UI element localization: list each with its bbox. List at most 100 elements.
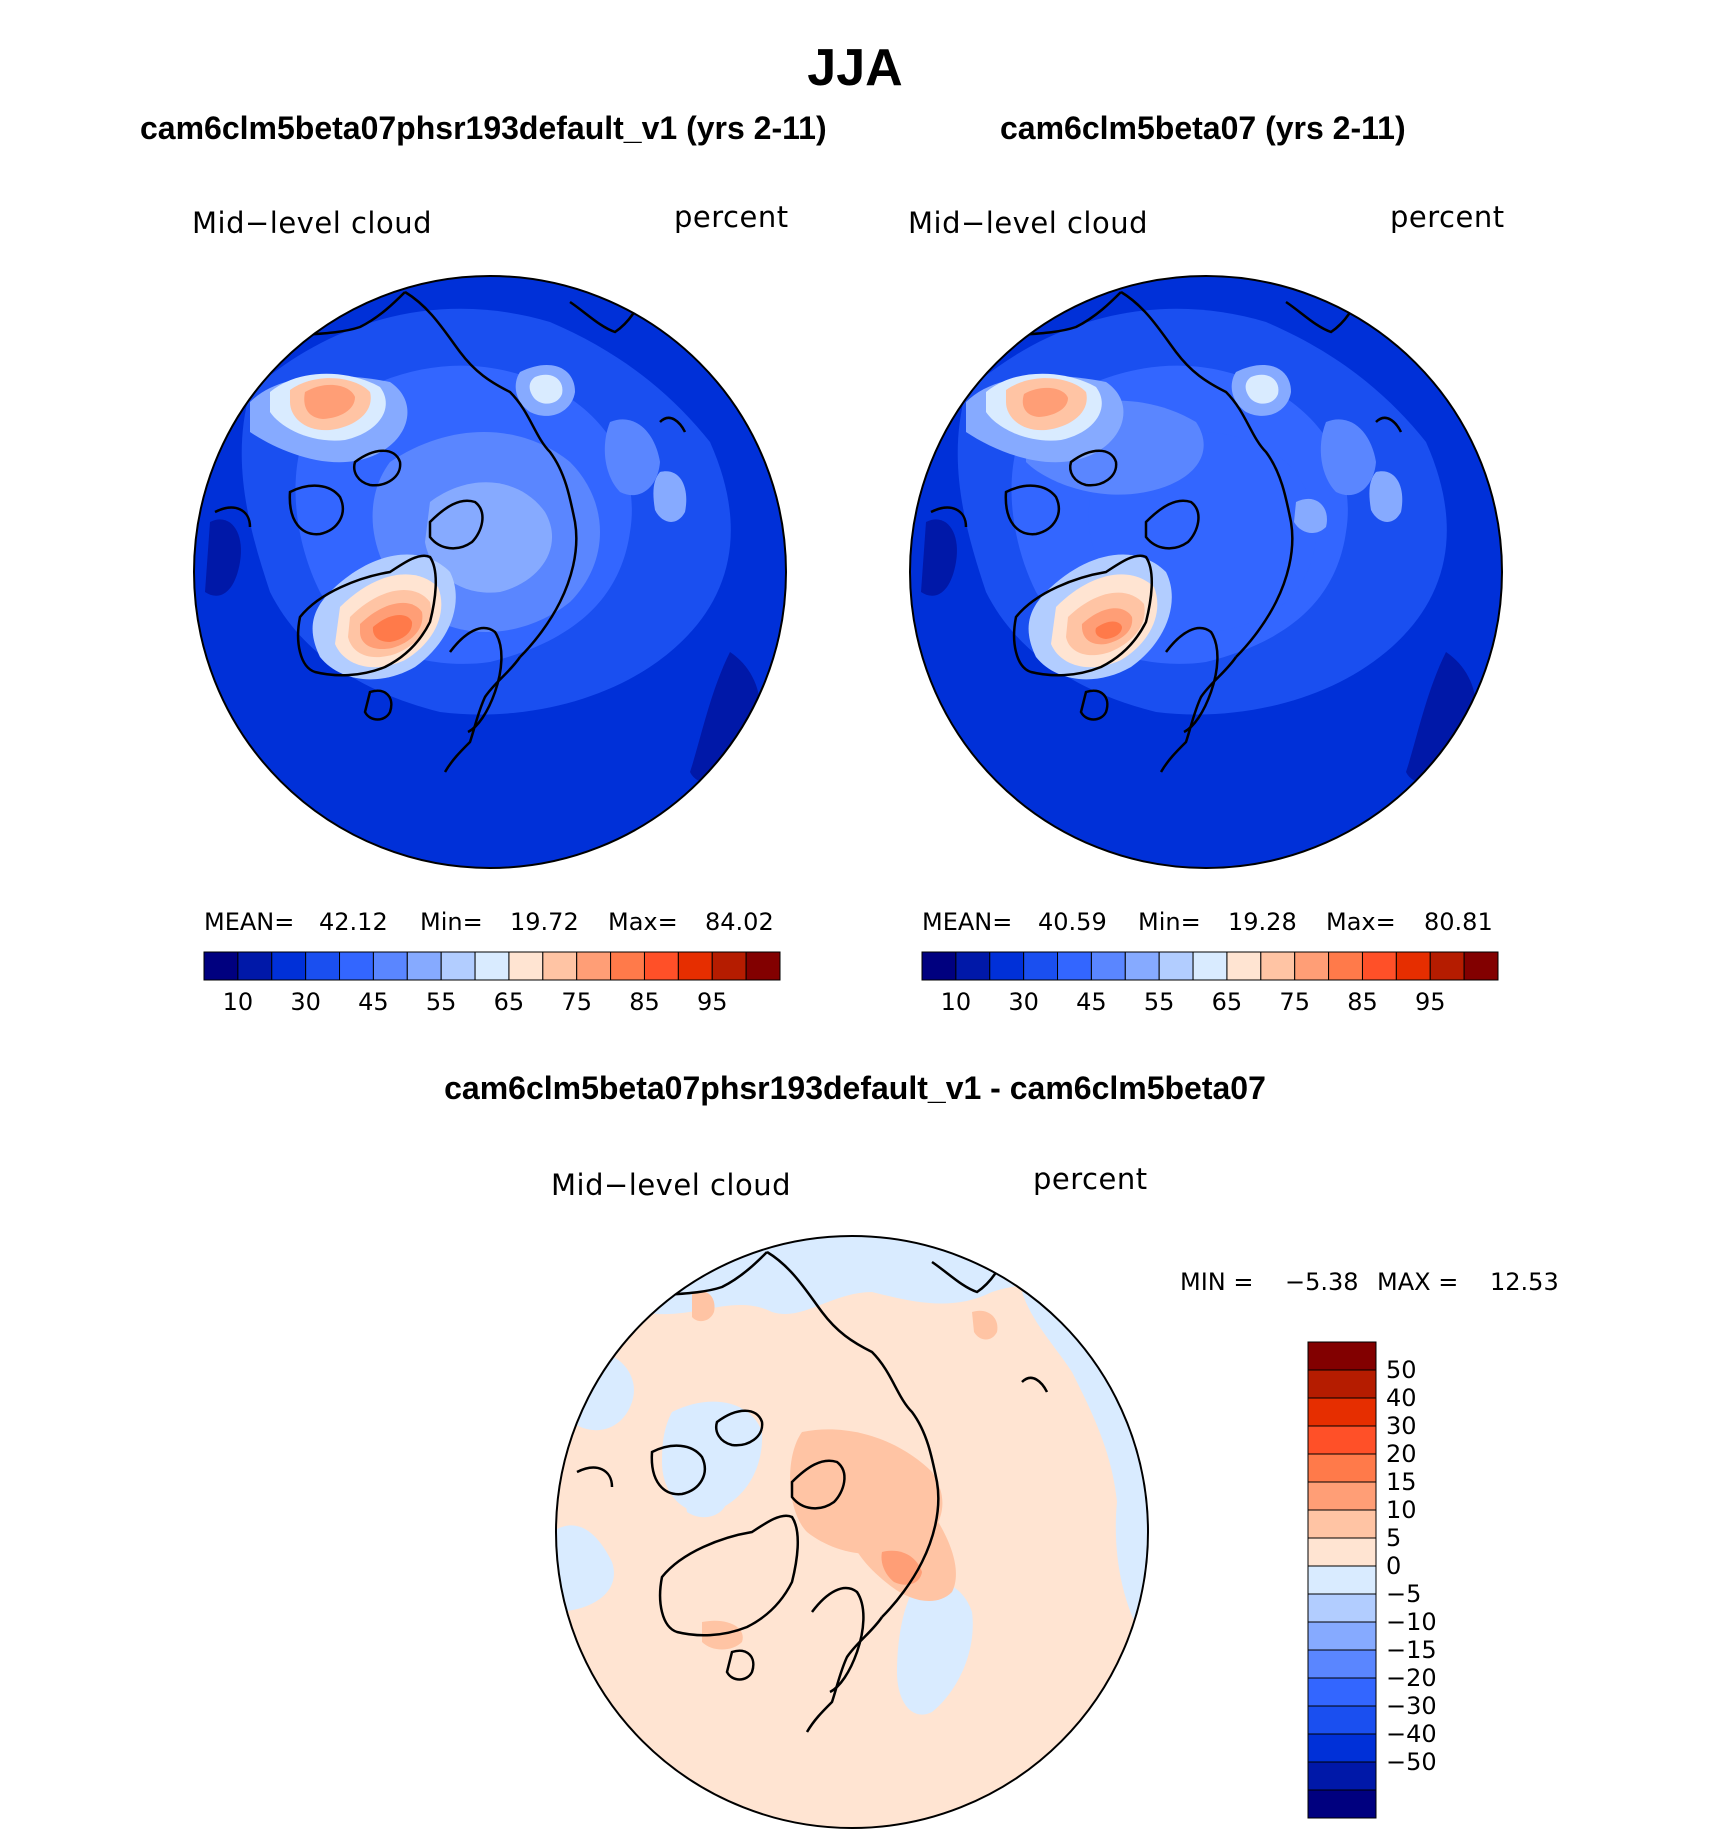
colorbar-tick-label: 10 xyxy=(941,988,972,1016)
colorbar-swatch xyxy=(1294,951,1330,981)
colorbar-swatch xyxy=(237,951,273,981)
colorbar-swatch xyxy=(643,951,679,981)
colorbar-swatch xyxy=(1307,1593,1377,1623)
colorbar-swatch xyxy=(1307,1341,1377,1371)
colorbar-swatch xyxy=(1361,951,1397,981)
colorbar-swatch xyxy=(203,951,239,981)
colorbar-tick-label: 30 xyxy=(1386,1412,1417,1440)
colorbar-swatch xyxy=(440,951,476,981)
colorbar-swatch xyxy=(1307,1453,1377,1483)
colorbar-swatch xyxy=(576,951,612,981)
colorbar-swatch xyxy=(271,951,307,981)
colorbar-tick-label: −50 xyxy=(1386,1748,1437,1776)
colorbar-swatch xyxy=(1260,951,1296,981)
colorbar-swatch xyxy=(1307,1733,1377,1763)
colorbar-tick-label: −15 xyxy=(1386,1636,1437,1664)
colorbar-tick-label: 50 xyxy=(1386,1356,1417,1384)
colorbar-tick-label: 45 xyxy=(358,988,389,1016)
panel2-max-label: Max= xyxy=(1326,908,1396,936)
colorbar-swatch xyxy=(745,951,781,981)
panel1-variable-label: Mid−level cloud xyxy=(192,206,432,240)
colorbar-swatch xyxy=(610,951,645,981)
colorbar-tick-label: 95 xyxy=(697,988,728,1016)
colorbar-tick-label: 95 xyxy=(1415,988,1446,1016)
difference-units-label: percent xyxy=(1033,1162,1148,1196)
panel1-case-title: cam6clm5beta07phsr193default_v1 (yrs 2-1… xyxy=(140,110,827,146)
colorbar-tick-label: −20 xyxy=(1386,1664,1437,1692)
difference-min-value: −5.38 xyxy=(1285,1268,1359,1296)
colorbar-tick-label: 45 xyxy=(1076,988,1107,1016)
panel1-colorbar: 10 30 45 55 65 75 85 95 xyxy=(203,951,781,1016)
difference-title: cam6clm5beta07phsr193default_v1 - cam6cl… xyxy=(444,1070,1266,1106)
panel2-contours xyxy=(910,276,1502,868)
colorbar-tick-label: 15 xyxy=(1386,1468,1417,1496)
panel2-mean-value: 40.59 xyxy=(1038,908,1107,936)
panel2-case-title: cam6clm5beta07 (yrs 2-11) xyxy=(1000,110,1406,146)
colorbar-swatch xyxy=(1429,951,1465,981)
panel1-map xyxy=(193,275,787,869)
colorbar-swatch xyxy=(508,951,544,981)
colorbar-tick-label: 0 xyxy=(1386,1552,1401,1580)
panel1-contours xyxy=(194,276,786,868)
panel2-units-label: percent xyxy=(1390,200,1505,234)
colorbar-tick-label: 65 xyxy=(494,988,525,1016)
panel2-max-value: 80.81 xyxy=(1424,908,1493,936)
panel2-colorbar: 10 30 45 55 65 75 85 95 xyxy=(921,951,1499,1016)
colorbar-swatch xyxy=(1057,951,1092,981)
colorbar-swatch xyxy=(1124,951,1160,981)
colorbar-tick-label: −10 xyxy=(1386,1608,1437,1636)
colorbar-swatch xyxy=(1307,1621,1377,1651)
panel1-units-label: percent xyxy=(674,200,789,234)
colorbar-tick-label: 75 xyxy=(1279,988,1310,1016)
colorbar-swatch xyxy=(1226,951,1262,981)
colorbar-tick-label: 65 xyxy=(1212,988,1243,1016)
colorbar-swatch xyxy=(1307,1509,1377,1539)
season-title: JJA xyxy=(807,39,903,97)
colorbar-tick-label: 10 xyxy=(1386,1496,1417,1524)
colorbar-tick-label: −40 xyxy=(1386,1720,1437,1748)
colorbar-swatch xyxy=(955,951,991,981)
colorbar-swatch xyxy=(406,951,442,981)
panel1-min-value: 19.72 xyxy=(510,908,579,936)
colorbar-tick-label: −5 xyxy=(1386,1580,1421,1608)
colorbar-swatch xyxy=(1158,951,1194,981)
panel1-max-label: Max= xyxy=(608,908,678,936)
difference-coastlines xyxy=(576,1250,1074,1733)
colorbar-swatch xyxy=(1307,1537,1377,1567)
colorbar-swatch xyxy=(1307,1369,1377,1399)
colorbar-swatch xyxy=(1395,951,1431,981)
colorbar-tick-label: 5 xyxy=(1386,1524,1401,1552)
colorbar-tick-label: 55 xyxy=(426,988,457,1016)
panel1-max-value: 84.02 xyxy=(705,908,774,936)
difference-max-value: 12.53 xyxy=(1490,1268,1559,1296)
colorbar-swatch xyxy=(1307,1761,1377,1791)
panel1-mean-value: 42.12 xyxy=(319,908,388,936)
colorbar-swatch xyxy=(1307,1789,1377,1819)
colorbar-swatch xyxy=(1307,1705,1377,1735)
colorbar-tick-label: 30 xyxy=(290,988,321,1016)
colorbar-swatch xyxy=(1307,1481,1377,1511)
colorbar-tick-label: 75 xyxy=(561,988,592,1016)
colorbar-tick-label: 40 xyxy=(1386,1384,1417,1412)
panel2-min-value: 19.28 xyxy=(1228,908,1297,936)
colorbar-swatch xyxy=(339,951,374,981)
difference-min-label: MIN = xyxy=(1180,1268,1254,1296)
panel2-min-label: Min= xyxy=(1138,908,1201,936)
colorbar-tick-label: −30 xyxy=(1386,1692,1437,1720)
colorbar-swatch xyxy=(677,951,713,981)
colorbar-tick-label: 20 xyxy=(1386,1440,1417,1468)
difference-max-label: MAX = xyxy=(1377,1268,1459,1296)
colorbar-swatch xyxy=(1307,1397,1377,1427)
colorbar-swatch xyxy=(1192,951,1228,981)
colorbar-swatch xyxy=(1023,951,1059,981)
colorbar-swatch xyxy=(542,951,578,981)
colorbar-swatch xyxy=(1307,1565,1377,1595)
colorbar-swatch xyxy=(1328,951,1363,981)
colorbar-swatch xyxy=(372,951,408,981)
panel2-map xyxy=(909,275,1503,869)
colorbar-tick-label: 85 xyxy=(1347,988,1378,1016)
difference-map xyxy=(555,1235,1149,1829)
colorbar-swatch xyxy=(474,951,510,981)
colorbar-tick-label: 30 xyxy=(1008,988,1039,1016)
